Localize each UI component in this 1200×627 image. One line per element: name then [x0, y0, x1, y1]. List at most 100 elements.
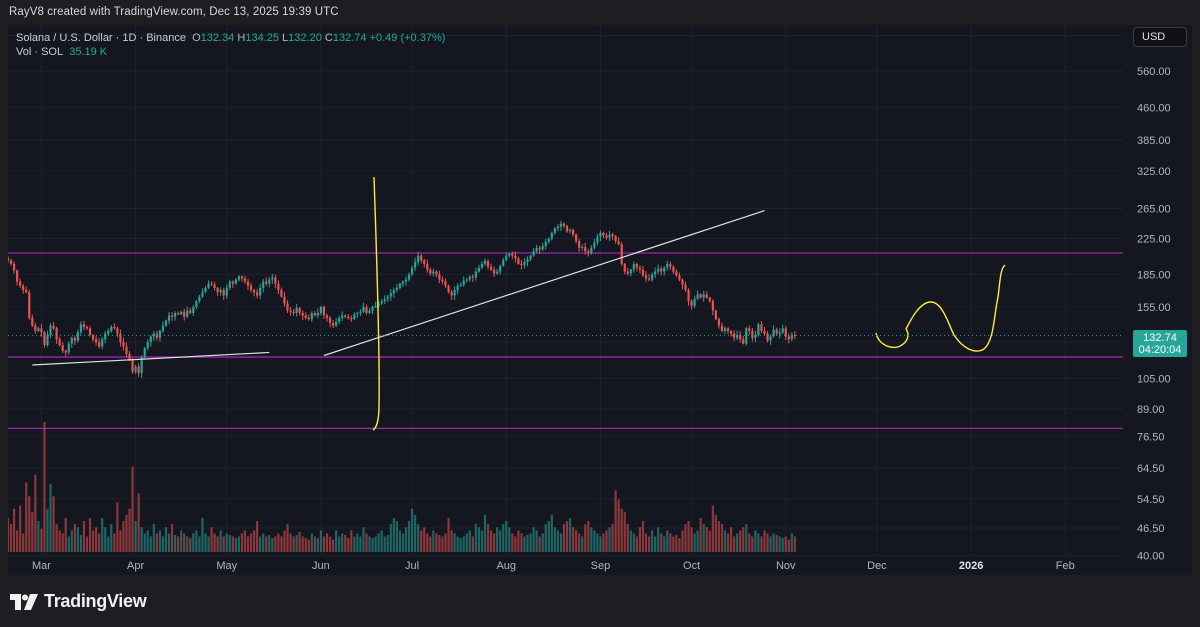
- price-tick-label: 385.00: [1137, 135, 1171, 147]
- candle-body: [599, 232, 602, 237]
- candle-body: [234, 279, 237, 284]
- candle-body: [568, 229, 572, 232]
- volume-bar: [271, 538, 274, 552]
- candle-body: [82, 324, 86, 327]
- candle-body: [772, 329, 775, 337]
- candle-body: [714, 310, 717, 320]
- candle-body: [538, 247, 541, 250]
- volume-bar: [128, 508, 131, 552]
- volume-bar: [161, 536, 165, 552]
- volume-bar: [350, 530, 353, 552]
- vertical-marker-annotation: [372, 176, 380, 431]
- candle-body: [252, 290, 256, 293]
- candle-body: [650, 274, 654, 280]
- candle-body: [113, 326, 116, 329]
- volume-bar: [587, 521, 590, 552]
- candle-body: [186, 310, 189, 317]
- volume-bar: [207, 536, 210, 552]
- candle-body: [517, 258, 520, 264]
- volume-bar: [599, 536, 602, 552]
- candle-body: [335, 321, 338, 326]
- candle-body: [733, 333, 736, 338]
- volume-bar: [462, 536, 465, 552]
- volume-bar: [729, 527, 733, 552]
- candle-body: [690, 301, 693, 306]
- candle-body: [407, 274, 411, 280]
- volume-bar: [70, 530, 73, 552]
- volume-bar: [183, 533, 186, 552]
- volume-bar: [225, 533, 228, 552]
- volume-bar: [322, 536, 326, 552]
- volume-bar: [517, 530, 520, 552]
- volume-bar: [620, 508, 623, 552]
- candle-body: [183, 311, 186, 317]
- candle-body: [55, 328, 58, 340]
- open-value: 132.34: [200, 32, 235, 44]
- volume-bar: [657, 527, 660, 552]
- candle-body: [143, 347, 146, 358]
- volume-bar: [228, 534, 231, 552]
- volume-bar: [289, 533, 292, 552]
- candle-body: [237, 276, 240, 280]
- candle-body: [784, 328, 787, 337]
- candle-body: [131, 360, 134, 372]
- candle-body: [523, 262, 526, 265]
- candle-body: [341, 315, 344, 318]
- volume-bar: [98, 533, 101, 552]
- trendline: [32, 351, 270, 366]
- candle-body: [122, 342, 125, 347]
- volume-bar: [775, 534, 778, 552]
- candle-body: [711, 301, 714, 311]
- volume-bar: [568, 517, 572, 552]
- volume-bar: [666, 530, 669, 552]
- candle-body: [608, 234, 611, 238]
- candle-body: [137, 366, 140, 374]
- brand-name: TradingView: [44, 591, 147, 611]
- volume-bar: [295, 534, 298, 552]
- volume-bar: [429, 536, 432, 552]
- candle-body: [462, 280, 465, 285]
- volume-bar: [420, 530, 423, 552]
- volume-bar: [149, 536, 152, 552]
- candle-body: [16, 270, 19, 282]
- volume-bar: [331, 539, 335, 552]
- volume-bar: [456, 536, 459, 552]
- volume-bar: [383, 536, 386, 552]
- candle-body: [174, 312, 177, 317]
- candle-body: [119, 333, 122, 343]
- volume-bar: [414, 514, 417, 552]
- candle-body: [781, 328, 784, 333]
- candle-body: [91, 335, 95, 340]
- volume-bar: [593, 530, 596, 552]
- candle-body: [596, 236, 599, 243]
- volume-bar: [231, 536, 234, 552]
- candle-body: [161, 325, 165, 331]
- volume-bar: [8, 517, 10, 552]
- candle-body: [669, 263, 672, 267]
- candle-body: [40, 328, 43, 333]
- price-chart-svg[interactable]: 680.00560.00460.00385.00325.00265.00225.…: [8, 25, 1192, 575]
- volume-bar: [754, 530, 757, 552]
- volume-bar: [748, 533, 751, 552]
- candle-body: [757, 324, 760, 336]
- currency-button[interactable]: USD: [1133, 27, 1187, 47]
- candle-body: [572, 229, 575, 235]
- volume-bar: [572, 527, 575, 552]
- volume-bar: [43, 422, 46, 552]
- volume-bar: [514, 536, 517, 552]
- volume-bar: [486, 524, 490, 552]
- volume-bar: [635, 536, 638, 552]
- volume-bar: [377, 533, 380, 552]
- volume-bar: [31, 511, 34, 552]
- volume-row: Vol · SOL 35.19 K: [16, 45, 445, 59]
- volume-bar: [629, 530, 632, 552]
- volume-bar: [16, 530, 19, 552]
- volume-bar: [663, 536, 666, 552]
- volume-bar: [125, 514, 128, 552]
- chart-panel[interactable]: 680.00560.00460.00385.00325.00265.00225.…: [8, 25, 1192, 575]
- volume-bar: [256, 521, 259, 552]
- candle-body: [386, 296, 389, 299]
- volume-bar: [313, 536, 316, 552]
- volume-bar: [407, 521, 411, 552]
- volume-bar: [246, 536, 250, 552]
